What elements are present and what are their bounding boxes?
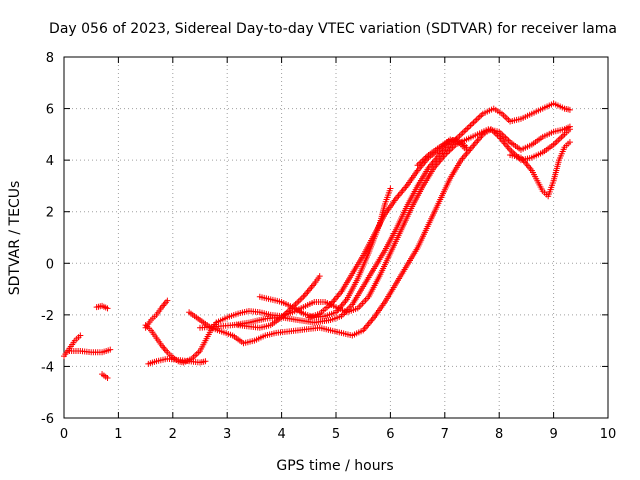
data-point-marker <box>552 140 559 147</box>
y-tick-label: -6 <box>41 412 54 427</box>
y-tick-label: 8 <box>46 51 54 66</box>
data-point-marker <box>316 273 323 280</box>
data-point-marker <box>566 123 573 130</box>
x-tick-label: 1 <box>114 427 122 442</box>
data-point-marker <box>298 295 305 302</box>
data-point-marker <box>164 297 171 304</box>
data-point-marker <box>387 185 394 192</box>
y-tick-label: 4 <box>46 154 54 169</box>
x-tick-label: 5 <box>332 427 340 442</box>
x-tick-label: 10 <box>600 427 617 442</box>
data-point-marker <box>462 126 469 133</box>
data-point-marker <box>559 132 566 139</box>
data-point-marker <box>566 139 573 146</box>
x-tick-label: 7 <box>441 427 449 442</box>
data-point-marker <box>553 138 560 145</box>
data-point-marker <box>558 134 565 141</box>
x-tick-label: 2 <box>169 427 177 442</box>
chart-title: Day 056 of 2023, Sidereal Day-to-day VTE… <box>49 21 617 37</box>
data-point-marker <box>472 118 479 125</box>
data-point-marker <box>104 305 111 312</box>
data-points <box>61 100 573 382</box>
data-point-marker <box>295 298 302 305</box>
x-axis-ticks: 0 1 2 3 4 5 6 7 8 9 10 <box>60 57 616 442</box>
data-point-marker <box>555 137 562 144</box>
x-tick-label: 6 <box>386 427 394 442</box>
data-point-marker <box>461 128 468 135</box>
x-tick-label: 0 <box>60 427 68 442</box>
data-point-marker <box>476 113 483 120</box>
data-point-marker <box>297 296 304 303</box>
data-point-marker <box>556 135 563 142</box>
data-point-marker <box>475 115 482 122</box>
y-axis-label: SDTVAR / TECUs <box>7 181 23 296</box>
data-point-marker <box>107 346 114 353</box>
data-point-marker <box>473 116 480 123</box>
data-point-marker <box>566 106 573 113</box>
x-tick-label: 3 <box>223 427 231 442</box>
data-point-marker <box>508 148 515 155</box>
data-point-marker <box>294 299 301 306</box>
y-axis-ticks: -6 -4 -2 0 2 4 6 8 <box>41 51 608 427</box>
data-point-marker <box>458 131 465 138</box>
y-tick-label: -2 <box>41 309 54 324</box>
x-tick-label: 4 <box>277 427 285 442</box>
data-point-marker <box>202 358 209 365</box>
y-tick-label: 6 <box>46 103 54 118</box>
data-point-marker <box>104 375 111 382</box>
data-point-marker <box>465 123 472 130</box>
data-point-marker <box>467 122 474 129</box>
data-point-marker <box>463 144 470 151</box>
data-point-marker <box>77 332 84 339</box>
data-point-marker <box>469 121 475 128</box>
y-tick-label: 0 <box>46 257 54 272</box>
x-axis-label: GPS time / hours <box>276 458 393 474</box>
data-point-marker <box>423 153 430 160</box>
data-point-marker <box>470 119 477 126</box>
data-point-marker <box>459 129 466 136</box>
x-tick-label: 8 <box>495 427 503 442</box>
y-tick-label: 2 <box>46 206 54 221</box>
data-point-marker <box>292 301 299 308</box>
data-point-marker <box>456 132 463 139</box>
data-point-marker <box>464 125 471 132</box>
x-tick-label: 9 <box>549 427 557 442</box>
y-tick-label: -4 <box>41 360 54 375</box>
